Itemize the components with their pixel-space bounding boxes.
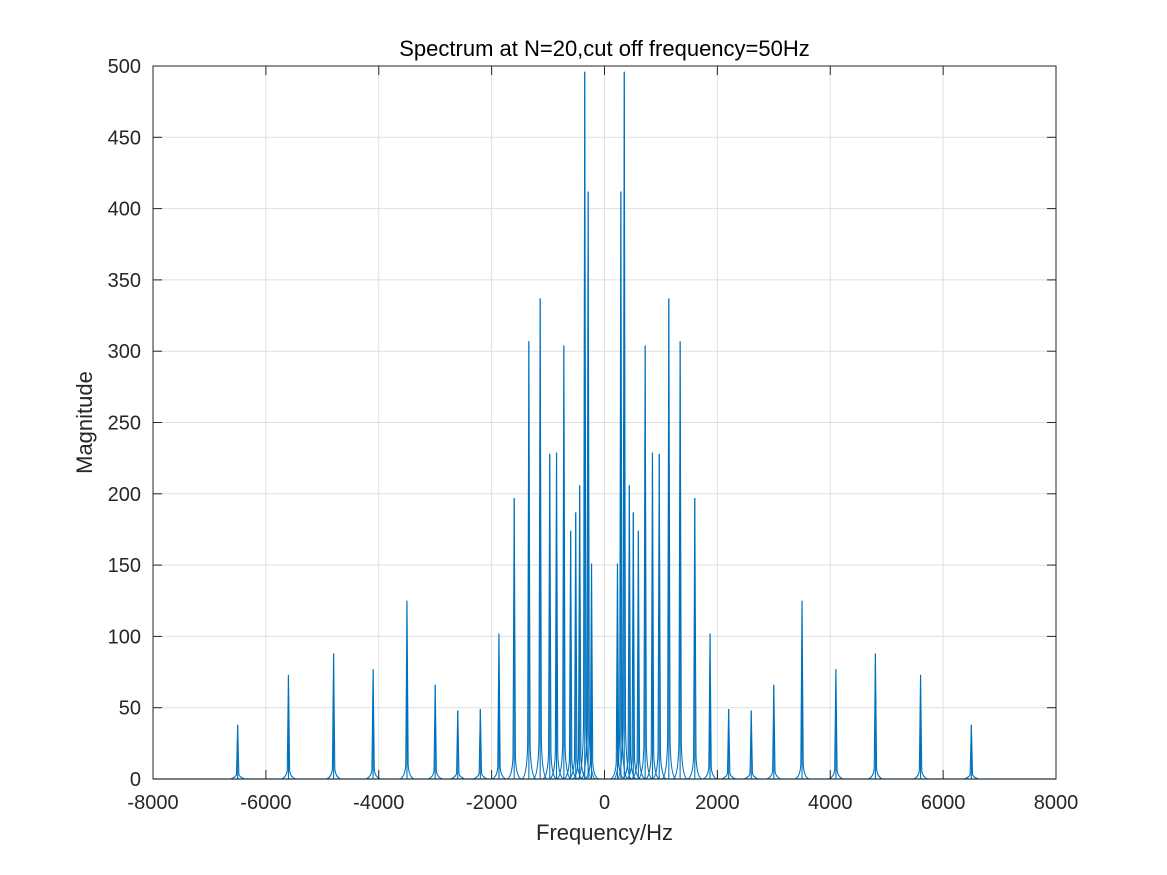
x-tick-label: 6000 <box>921 792 966 814</box>
x-axis-label: Frequency/Hz <box>536 820 673 845</box>
y-tick-label: 100 <box>108 626 141 648</box>
y-tick-label: 500 <box>108 56 141 78</box>
x-tick-label: -2000 <box>466 792 517 814</box>
x-tick-label: 0 <box>599 792 610 814</box>
y-tick-label: 0 <box>130 769 141 791</box>
x-tick-label: -6000 <box>240 792 291 814</box>
y-tick-label: 50 <box>119 698 141 720</box>
y-tick-label: 400 <box>108 199 141 221</box>
x-tick-label: -4000 <box>353 792 404 814</box>
y-tick-label: 300 <box>108 341 141 363</box>
spectrum-trace <box>153 71 1056 780</box>
y-tick-label: 350 <box>108 270 141 292</box>
x-tick-label: 4000 <box>808 792 853 814</box>
y-tick-label: 200 <box>108 484 141 506</box>
y-tick-label: 250 <box>108 413 141 435</box>
chart-title: Spectrum at N=20,cut off frequency=50Hz <box>399 36 810 61</box>
tick-marks <box>152 65 1057 780</box>
y-tick-labels: 0 50 100 150 200 250 300 350 400 450 500 <box>108 56 141 791</box>
x-tick-label: 2000 <box>695 792 740 814</box>
y-tick-label: 450 <box>108 127 141 149</box>
x-tick-label: -8000 <box>127 792 178 814</box>
x-tick-label: 8000 <box>1034 792 1079 814</box>
y-axis-label: Magnitude <box>72 371 97 474</box>
y-tick-label: 150 <box>108 555 141 577</box>
x-tick-labels: -8000 -6000 -4000 -2000 0 2000 4000 6000 8000 <box>127 792 1078 814</box>
